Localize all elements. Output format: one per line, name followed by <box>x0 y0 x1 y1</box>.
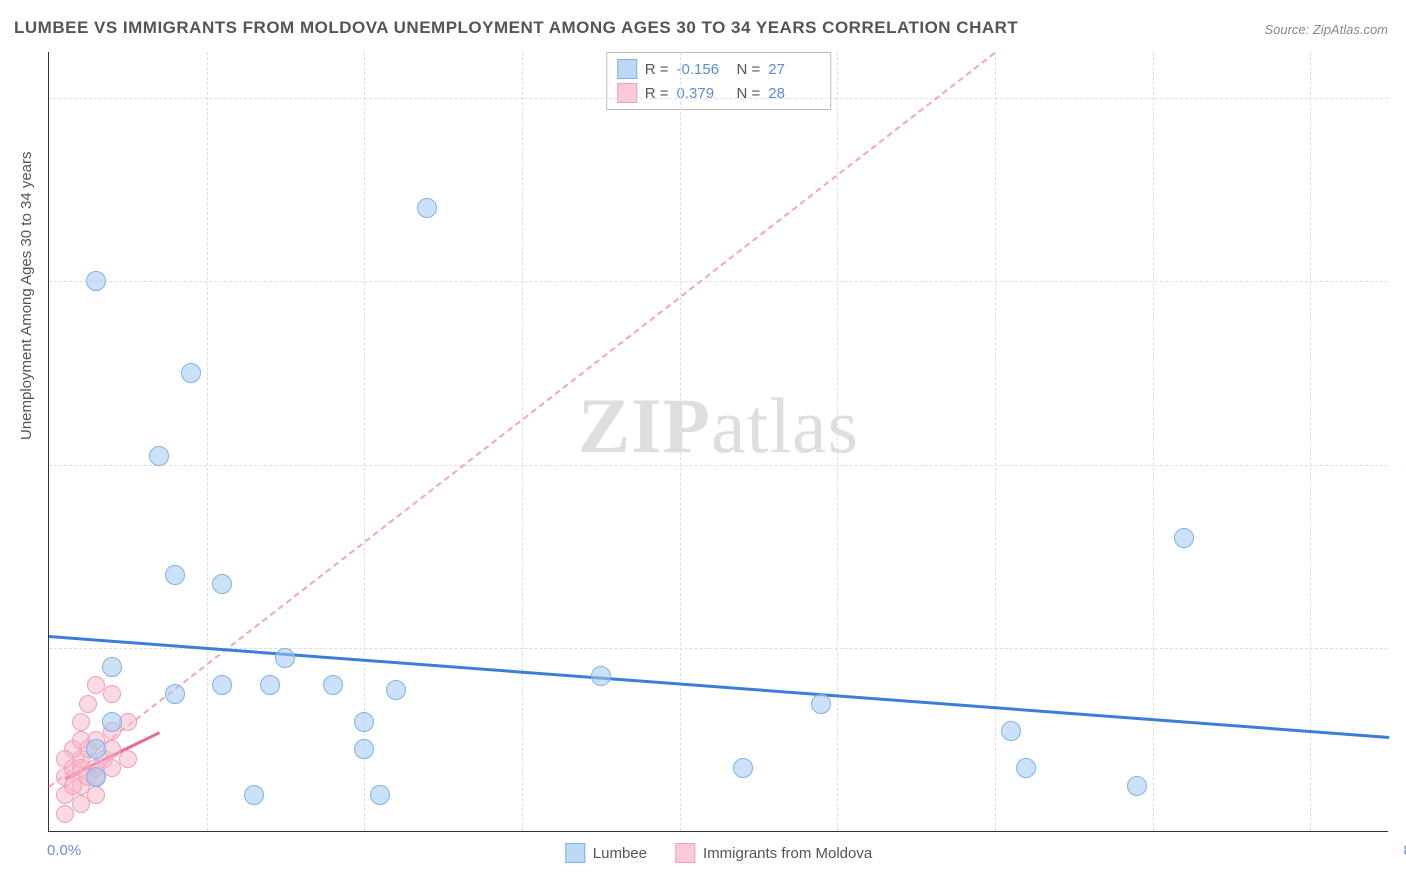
r-label: R = <box>645 61 669 78</box>
data-point-moldova <box>72 713 90 731</box>
gridline-v <box>207 52 208 831</box>
data-point-lumbee <box>86 271 106 291</box>
data-point-lumbee <box>354 739 374 759</box>
swatch-blue-icon <box>565 843 585 863</box>
data-point-lumbee <box>370 785 390 805</box>
data-point-moldova <box>79 695 97 713</box>
data-point-lumbee <box>354 712 374 732</box>
gridline-v <box>837 52 838 831</box>
scatter-plot-area: ZIPatlas R = -0.156 N = 27 R = 0.379 N =… <box>48 52 1388 832</box>
r-value-blue: -0.156 <box>677 61 729 78</box>
gridline-v <box>995 52 996 831</box>
watermark: ZIPatlas <box>578 381 859 471</box>
r-label: R = <box>645 85 669 102</box>
y-tick-label: 80.0% <box>1393 89 1406 106</box>
swatch-pink-icon <box>617 83 637 103</box>
data-point-moldova <box>87 786 105 804</box>
data-point-lumbee <box>181 363 201 383</box>
gridline-h <box>49 98 1388 99</box>
data-point-lumbee <box>244 785 264 805</box>
data-point-lumbee <box>811 694 831 714</box>
data-point-moldova <box>103 685 121 703</box>
data-point-lumbee <box>165 684 185 704</box>
data-point-lumbee <box>86 767 106 787</box>
legend: Lumbee Immigrants from Moldova <box>565 843 872 863</box>
n-label: N = <box>737 85 761 102</box>
data-point-lumbee <box>1001 721 1021 741</box>
data-point-lumbee <box>86 739 106 759</box>
gridline-v <box>522 52 523 831</box>
r-value-pink: 0.379 <box>677 85 729 102</box>
y-axis-label: Unemployment Among Ages 30 to 34 years <box>18 151 35 440</box>
data-point-moldova <box>56 805 74 823</box>
swatch-blue-icon <box>617 59 637 79</box>
n-label: N = <box>737 61 761 78</box>
data-point-lumbee <box>102 657 122 677</box>
gridline-v <box>1310 52 1311 831</box>
data-point-lumbee <box>591 666 611 686</box>
data-point-lumbee <box>1174 528 1194 548</box>
data-point-lumbee <box>149 446 169 466</box>
data-point-lumbee <box>1016 758 1036 778</box>
data-point-moldova <box>72 795 90 813</box>
legend-item-moldova: Immigrants from Moldova <box>675 843 872 863</box>
x-tick-label: 0.0% <box>47 842 81 859</box>
correlation-stats-box: R = -0.156 N = 27 R = 0.379 N = 28 <box>606 52 832 110</box>
legend-label-moldova: Immigrants from Moldova <box>703 845 872 862</box>
legend-label-lumbee: Lumbee <box>593 845 647 862</box>
data-point-lumbee <box>323 675 343 695</box>
y-tick-label: 20.0% <box>1393 640 1406 657</box>
stats-row-blue: R = -0.156 N = 27 <box>617 57 821 81</box>
data-point-lumbee <box>275 648 295 668</box>
swatch-pink-icon <box>675 843 695 863</box>
stats-row-pink: R = 0.379 N = 28 <box>617 81 821 105</box>
data-point-lumbee <box>386 680 406 700</box>
legend-item-lumbee: Lumbee <box>565 843 647 863</box>
data-point-lumbee <box>260 675 280 695</box>
data-point-lumbee <box>733 758 753 778</box>
data-point-lumbee <box>417 198 437 218</box>
gridline-h <box>49 281 1388 282</box>
data-point-lumbee <box>212 675 232 695</box>
data-point-lumbee <box>102 712 122 732</box>
gridline-v <box>680 52 681 831</box>
data-point-lumbee <box>1127 776 1147 796</box>
y-tick-label: 60.0% <box>1393 273 1406 290</box>
gridline-h <box>49 465 1388 466</box>
chart-title: LUMBEE VS IMMIGRANTS FROM MOLDOVA UNEMPL… <box>14 18 1018 38</box>
data-point-lumbee <box>165 565 185 585</box>
gridline-v <box>1153 52 1154 831</box>
source-attribution: Source: ZipAtlas.com <box>1264 22 1388 37</box>
y-tick-label: 40.0% <box>1393 456 1406 473</box>
n-value-blue: 27 <box>768 61 820 78</box>
n-value-pink: 28 <box>768 85 820 102</box>
data-point-moldova <box>119 750 137 768</box>
watermark-bold: ZIP <box>578 382 711 469</box>
data-point-lumbee <box>212 574 232 594</box>
trend-line <box>49 635 1389 739</box>
